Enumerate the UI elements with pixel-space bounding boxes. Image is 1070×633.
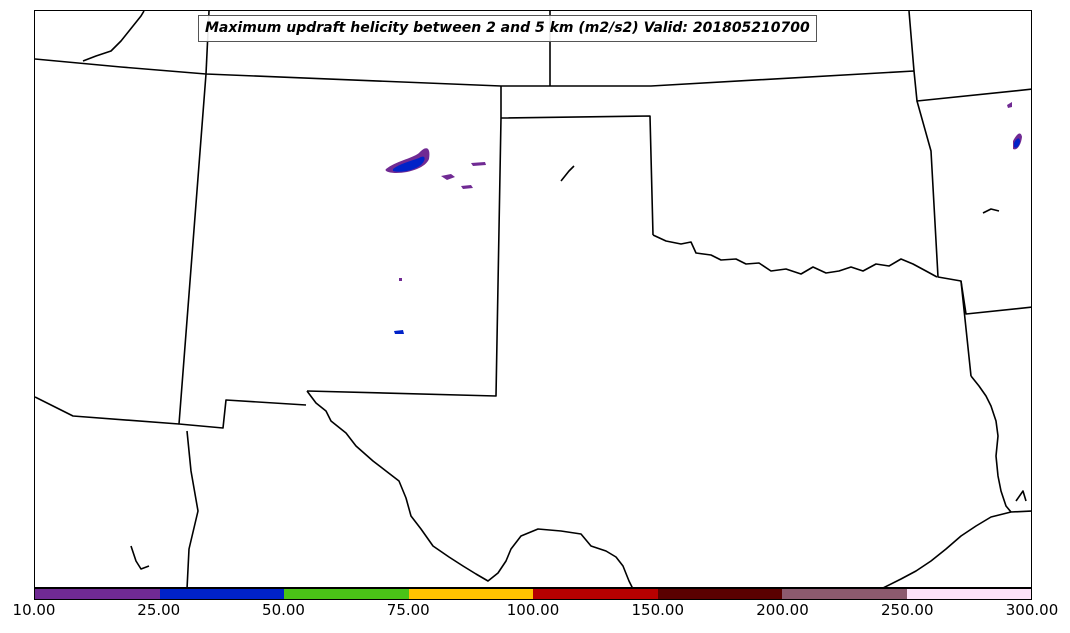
lake-island xyxy=(982,208,1000,214)
state-border-ia-mo xyxy=(908,11,915,72)
helicity-swath xyxy=(399,278,402,281)
coast-small xyxy=(1015,490,1027,502)
colorbar-segment xyxy=(408,589,533,599)
state-border-nm-tx-east xyxy=(306,86,502,397)
colorbar-tick-label: 25.00 xyxy=(137,601,181,619)
colorbar-tick-label: 200.00 xyxy=(756,601,809,619)
state-border-red-river xyxy=(652,234,938,278)
colorbar-tick-label: 250.00 xyxy=(881,601,934,619)
colorbar xyxy=(34,588,1032,600)
colorbar-tick-label: 150.00 xyxy=(631,601,685,619)
colorbar-tick-label: 10.00 xyxy=(12,601,56,619)
colorbar-tick-label: 75.00 xyxy=(386,601,430,619)
helicity-swath xyxy=(393,156,425,172)
state-border-az-nm xyxy=(178,73,307,429)
state-border-ut-co-north xyxy=(35,58,1031,102)
helicity-swath xyxy=(1007,102,1012,108)
colorbar-tick-label: 50.00 xyxy=(262,601,305,619)
colorbar-segment xyxy=(782,589,907,599)
map-title: Maximum updraft helicity between 2 and 5… xyxy=(198,15,817,42)
lake-michigan-coast xyxy=(82,11,145,62)
colorbar-segment xyxy=(533,589,658,599)
lake-superior-inlet xyxy=(560,165,575,182)
helicity-swaths xyxy=(385,102,1022,334)
colorbar-segment xyxy=(35,589,160,599)
colorbar-segment xyxy=(284,589,409,599)
la-coast xyxy=(970,375,1012,513)
helicity-swath xyxy=(394,330,404,334)
colorbar-tick-label: 300.00 xyxy=(1005,601,1059,619)
helicity-swath xyxy=(461,185,473,189)
map-panel xyxy=(34,10,1032,588)
gulf-coastline xyxy=(883,510,1031,587)
boundaries xyxy=(35,11,1031,587)
state-border-az-mexico xyxy=(186,430,199,587)
colorbar-segment xyxy=(159,589,284,599)
state-border-mo-ks-ok xyxy=(916,100,1031,315)
colorbar-segment xyxy=(657,589,782,599)
state-border-nv-az xyxy=(35,396,180,425)
colorbar-segment xyxy=(906,589,1031,599)
baja-coastline xyxy=(130,545,150,570)
state-border-ar-la xyxy=(960,280,972,377)
helicity-swath xyxy=(441,174,455,180)
colorbar-tick-label: 100.00 xyxy=(506,601,560,619)
state-border-tx-mexico xyxy=(306,390,633,587)
helicity-swath xyxy=(1014,138,1020,148)
helicity-swath xyxy=(471,162,486,166)
map-canvas xyxy=(35,11,1031,587)
state-border-ok-panhandle xyxy=(500,115,654,236)
